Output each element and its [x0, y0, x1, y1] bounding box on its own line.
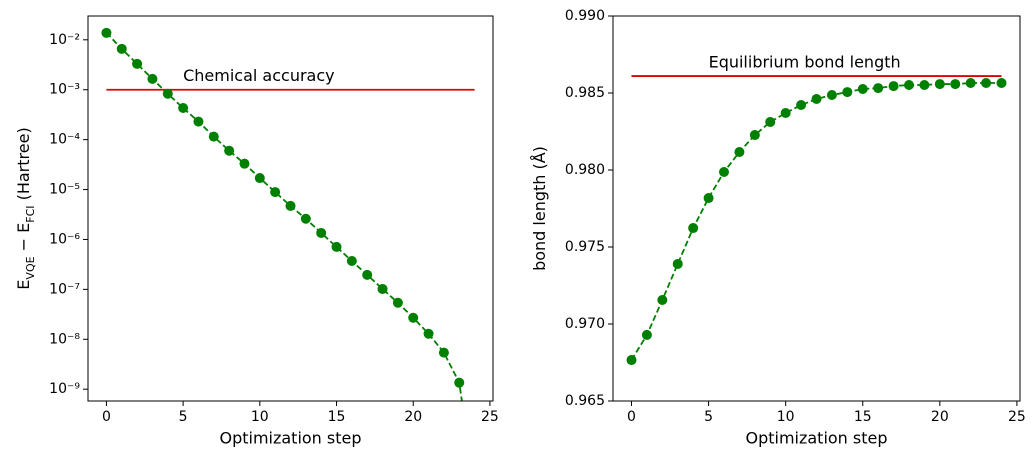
data-point	[101, 27, 112, 38]
data-point	[162, 88, 173, 99]
data-point	[842, 87, 853, 98]
data-point	[285, 200, 296, 211]
data-point	[734, 146, 745, 157]
data-point	[719, 167, 729, 178]
data-point	[703, 193, 714, 204]
y-tick-label: 10⁻³	[49, 82, 80, 98]
series-line	[630, 82, 1002, 361]
data-point	[919, 79, 930, 90]
x-tick-label: 5	[179, 409, 188, 425]
data-point	[672, 258, 683, 269]
y-tick-label: 10⁻²	[49, 32, 80, 48]
y-axis-label-part: bond length (Å)	[530, 146, 549, 271]
data-point	[408, 312, 419, 323]
data-point	[208, 131, 219, 142]
data-point	[178, 103, 189, 114]
data-point	[438, 347, 449, 358]
data-point	[749, 130, 760, 141]
x-tick-label: 15	[328, 409, 346, 425]
data-point	[193, 116, 204, 127]
y-tick-label: 10⁻⁶	[49, 231, 80, 247]
data-point	[377, 283, 388, 294]
data-point	[224, 145, 235, 156]
annotation: Equilibrium bond length	[709, 53, 901, 72]
series-line	[105, 32, 463, 401]
x-tick-label: 5	[704, 409, 713, 425]
y-tick-label: 10⁻⁵	[49, 182, 80, 198]
data-point	[657, 294, 668, 305]
data-point	[331, 241, 342, 252]
data-point	[423, 328, 434, 339]
data-point	[688, 223, 699, 234]
y-tick-label: 0.970	[565, 316, 605, 332]
data-point	[270, 187, 281, 198]
data-point	[454, 377, 465, 388]
x-tick-label: 25	[481, 409, 499, 425]
data-point	[811, 94, 822, 105]
x-tick-label: 10	[251, 409, 269, 425]
x-tick-label: 10	[777, 409, 795, 425]
data-point	[873, 83, 884, 94]
x-axis-label: Optimization step	[745, 429, 887, 448]
y-tick-label: 10⁻⁴	[49, 132, 80, 148]
y-axis-label-part: VQE	[24, 256, 37, 279]
chart: 0 5 10 15 20 25 10⁻² 10⁻³ 10⁻⁴ 10⁻⁵ 10⁻⁶ 10⁻⁷ 10⁻⁸ 10…	[14, 15, 499, 448]
y-tick-label: 10⁻⁹	[49, 381, 80, 397]
data-point	[392, 297, 403, 308]
data-point	[765, 116, 776, 127]
data-point	[300, 213, 311, 224]
data-point	[996, 77, 1007, 88]
y-tick-label: 10⁻⁷	[49, 281, 80, 297]
y-axis-label: bond length (Å)	[530, 146, 549, 271]
x-axis-label: Optimization step	[219, 429, 361, 448]
y-tick-label: 0.990	[565, 8, 605, 24]
y-tick-label: 0.975	[565, 239, 605, 255]
data-point	[346, 256, 357, 267]
x-tick-label: 0	[627, 409, 636, 425]
x-tick-label: 20	[404, 409, 422, 425]
data-point	[254, 173, 265, 184]
data-point	[826, 90, 837, 101]
data-point	[147, 73, 158, 84]
data-point	[641, 329, 652, 340]
x-tick-label: 15	[854, 409, 872, 425]
data-point	[116, 43, 127, 54]
data-point	[132, 58, 143, 69]
plot-area	[101, 27, 465, 401]
y-axis-label: EVQE − EFCI (Hartree)	[14, 127, 37, 289]
data-point	[950, 79, 961, 90]
data-point	[904, 79, 914, 90]
data-point	[626, 355, 637, 366]
data-point	[796, 100, 807, 111]
plot-area	[626, 77, 1007, 366]
data-point	[934, 79, 945, 90]
y-tick-label: 10⁻⁸	[49, 331, 80, 347]
data-point	[857, 83, 868, 94]
data-point	[316, 227, 327, 238]
data-point	[888, 81, 899, 92]
axes-frame	[87, 15, 494, 402]
data-point	[362, 269, 373, 280]
data-point	[780, 108, 791, 119]
chart: 0 5 10 15 20 25 0.965 0.970 0.975 0.980 0.985 0.990…	[530, 8, 1026, 448]
y-axis-label-part: E	[14, 280, 33, 290]
axes-frame	[612, 15, 1021, 402]
y-tick-label: 0.985	[565, 85, 605, 101]
y-tick-label: 0.965	[565, 393, 605, 409]
data-point	[965, 77, 976, 88]
data-point	[239, 158, 250, 169]
x-tick-label: 25	[1008, 409, 1026, 425]
y-tick-label: 0.980	[565, 162, 605, 178]
x-tick-label: 0	[102, 409, 111, 425]
y-axis-label-part: (Hartree)	[14, 127, 33, 205]
y-axis-label-part: − E	[14, 223, 33, 257]
annotation: Chemical accuracy	[183, 66, 335, 85]
x-tick-label: 20	[931, 409, 949, 425]
y-axis-label-part: FCI	[24, 205, 37, 222]
data-point	[981, 77, 992, 88]
